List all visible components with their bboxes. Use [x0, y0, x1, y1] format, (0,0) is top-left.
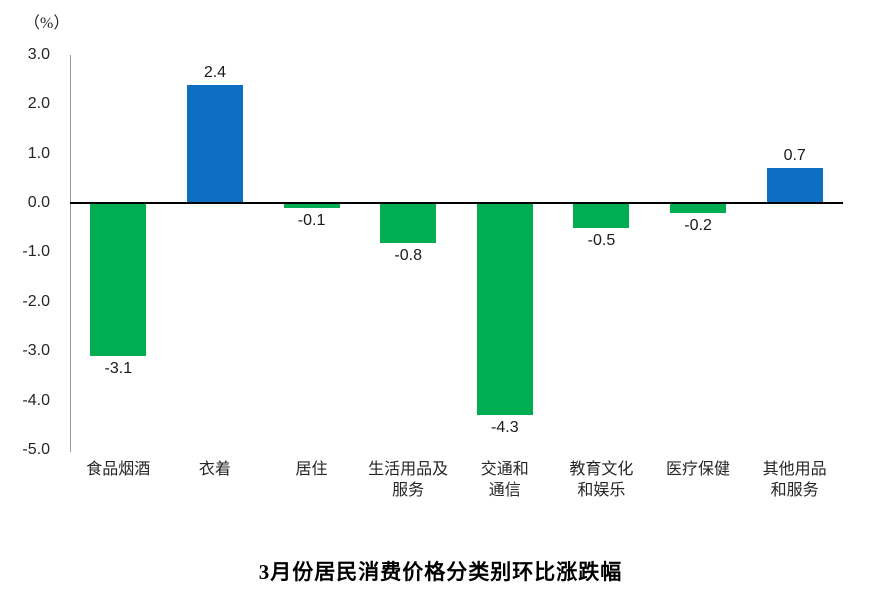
bar-value-label: 0.7 [783, 147, 806, 165]
x-axis-category-label: 食品烟酒 [86, 461, 151, 478]
x-axis-category-label: 生活用品及 服务 [368, 461, 449, 499]
bar-value-label: -0.5 [587, 231, 616, 249]
y-axis-tick-label: 0.0 [27, 194, 50, 211]
x-axis-category-label: 医疗保健 [666, 461, 731, 478]
y-axis-tick-label: -5.0 [22, 440, 50, 458]
y-axis-tick-label: -2.0 [22, 292, 50, 310]
bar [283, 203, 340, 208]
y-axis-tick-label: 3.0 [27, 45, 50, 63]
bar [573, 203, 630, 228]
bar-value-label: -3.1 [104, 360, 133, 378]
y-axis-line [70, 55, 71, 452]
x-axis-category-label: 教育文化 和娱乐 [569, 461, 634, 499]
y-axis-tick-label: -4.0 [22, 391, 50, 409]
x-axis-zero-line [70, 202, 843, 204]
bar-value-label: 2.4 [203, 63, 227, 81]
x-axis-category-label: 其他用品 和服务 [762, 461, 827, 499]
x-axis-category-label: 居住 [295, 461, 328, 478]
y-axis-tick-label: 2.0 [27, 95, 50, 113]
x-axis-category-label: 衣着 [198, 461, 231, 478]
bar [380, 203, 437, 243]
bar [670, 203, 727, 213]
bar-value-label: -4.3 [491, 419, 519, 437]
bar [766, 168, 823, 203]
chart-title: 3月份居民消费价格分类别环比涨跌幅 [258, 560, 623, 584]
y-axis-tick-label: -1.0 [22, 243, 50, 261]
y-axis-unit-label: （%） [24, 15, 70, 32]
bar-value-label: -0.1 [297, 211, 326, 229]
y-axis-tick-label: 1.0 [27, 144, 50, 162]
y-axis-tick-label: -3.0 [22, 342, 50, 360]
bar-value-label: -0.2 [684, 216, 712, 234]
bar-value-label: -0.8 [394, 246, 422, 264]
bar [90, 203, 147, 357]
bar [186, 84, 243, 203]
x-axis-category-label: 交通和 通信 [480, 461, 529, 499]
bar [476, 203, 533, 416]
